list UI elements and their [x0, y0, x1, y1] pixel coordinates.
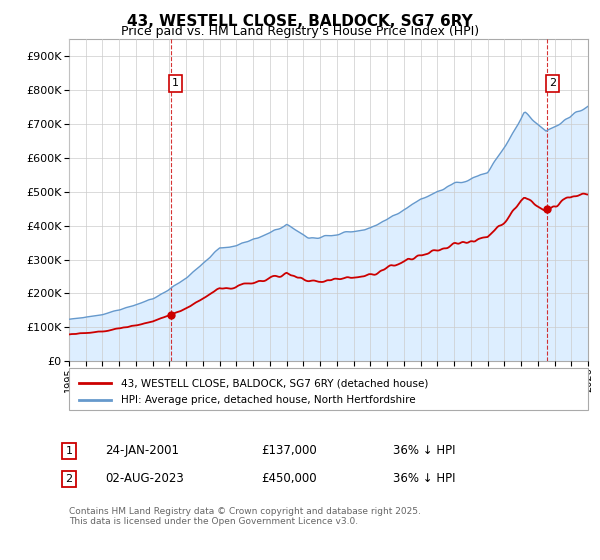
- Text: £137,000: £137,000: [261, 444, 317, 458]
- Text: 36% ↓ HPI: 36% ↓ HPI: [393, 472, 455, 486]
- Text: 2: 2: [549, 78, 556, 88]
- Text: 36% ↓ HPI: 36% ↓ HPI: [393, 444, 455, 458]
- Text: 1: 1: [65, 446, 73, 456]
- Text: 1: 1: [172, 78, 179, 88]
- Text: HPI: Average price, detached house, North Hertfordshire: HPI: Average price, detached house, Nort…: [121, 395, 416, 405]
- Text: Price paid vs. HM Land Registry's House Price Index (HPI): Price paid vs. HM Land Registry's House …: [121, 25, 479, 38]
- Text: Contains HM Land Registry data © Crown copyright and database right 2025.
This d: Contains HM Land Registry data © Crown c…: [69, 507, 421, 526]
- Text: 2: 2: [65, 474, 73, 484]
- Text: 24-JAN-2001: 24-JAN-2001: [105, 444, 179, 458]
- Text: 43, WESTELL CLOSE, BALDOCK, SG7 6RY (detached house): 43, WESTELL CLOSE, BALDOCK, SG7 6RY (det…: [121, 378, 428, 388]
- FancyBboxPatch shape: [69, 368, 588, 410]
- Text: 02-AUG-2023: 02-AUG-2023: [105, 472, 184, 486]
- Text: £450,000: £450,000: [261, 472, 317, 486]
- Text: 43, WESTELL CLOSE, BALDOCK, SG7 6RY: 43, WESTELL CLOSE, BALDOCK, SG7 6RY: [127, 14, 473, 29]
